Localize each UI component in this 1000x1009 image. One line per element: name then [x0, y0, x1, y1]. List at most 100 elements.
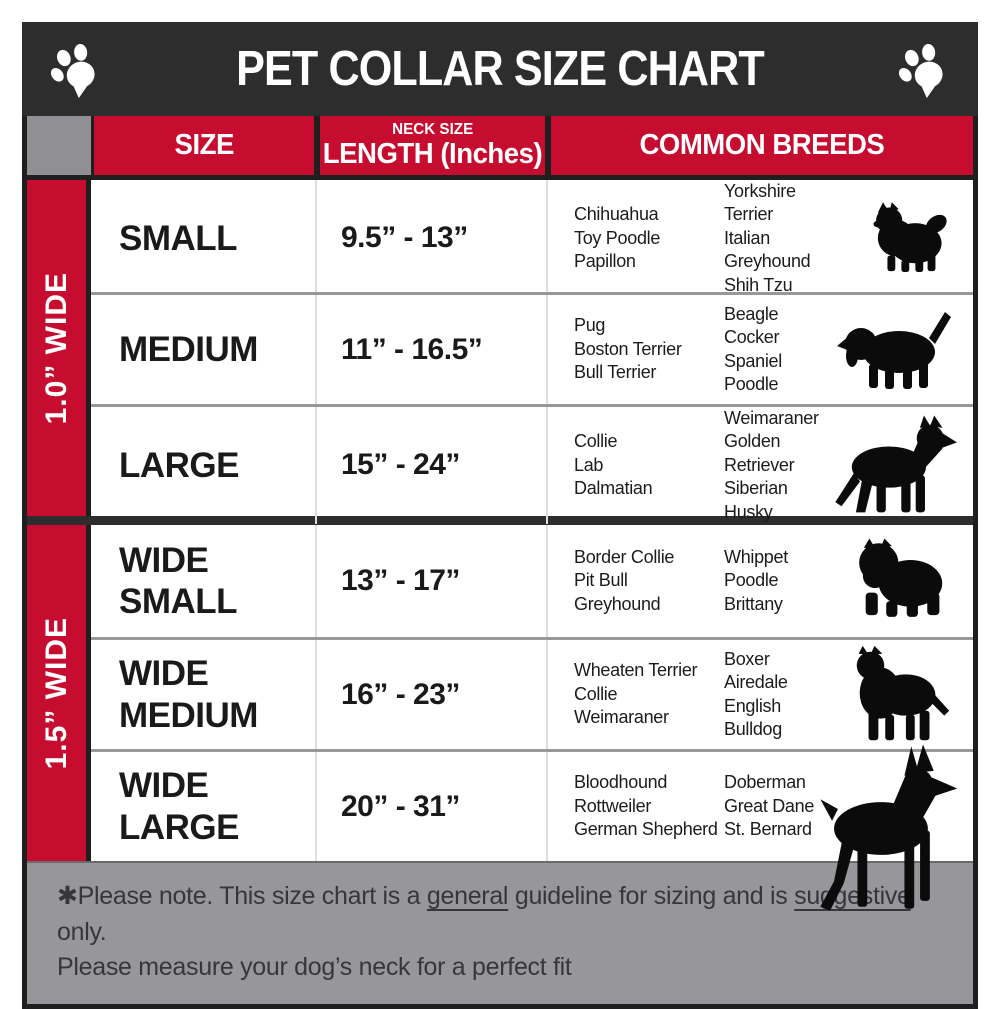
section-divider: [27, 516, 973, 525]
table-header-row: SIZE NECK SIZE LENGTH (Inches) COMMON BR…: [27, 116, 973, 180]
rows-container: WIDE SMALL 13” - 17” Border Collie Pit Bull G…: [91, 525, 973, 911]
breed-list: Whippet Poodle Brittany: [724, 546, 823, 616]
breed-list: Bloodhound Rottweiler German Shepherd: [574, 771, 724, 841]
breeds-cell: Wheaten Terrier Collie Weimaraner Boxer Aire…: [548, 640, 973, 749]
pitbull-dog-icon: [841, 644, 959, 746]
breed-name: Lab: [574, 454, 604, 475]
breed-name: Chihuahua: [574, 204, 659, 225]
breeds-cell: Chihuahua Toy Poodle Papillon Yorkshire Ter…: [548, 180, 973, 297]
breed-name: Weimaraner: [574, 707, 669, 728]
size-chart-board: PET COLLAR SIZE CHART SIZE NECK SIZE LEN…: [22, 22, 978, 1009]
breed-name: Golden Retriever: [724, 431, 795, 475]
paw-icon: [48, 44, 104, 99]
table-row: LARGE 15” - 24” Collie Lab Dalmatian Weimaran…: [91, 404, 973, 524]
breed-name: Great Dane: [724, 795, 815, 816]
corner-block: [27, 116, 91, 175]
breed-name: Toy Poodle: [574, 227, 661, 248]
neck-length-cell: 9.5” - 13”: [317, 180, 548, 297]
title-bar: PET COLLAR SIZE CHART: [22, 22, 978, 116]
breed-list: Boxer Airedale English Bulldog: [724, 648, 823, 742]
breed-list: Wheaten Terrier Collie Weimaraner: [574, 659, 724, 729]
footer-text: ✱Please note. This size chart is a: [57, 882, 427, 910]
breed-name: Collie: [574, 431, 618, 452]
breed-name: Cocker Spaniel: [724, 327, 782, 371]
breed-name: Italian Greyhound: [724, 227, 811, 272]
size-label: WIDE: [119, 766, 209, 806]
size-label: WIDE: [119, 654, 209, 694]
breed-list: Border Collie Pit Bull Greyhound: [574, 546, 724, 616]
bulldog-dog-icon: [847, 534, 959, 628]
length-inches-label: LENGTH (Inches): [322, 137, 543, 170]
footer-text: guideline for sizing and is: [508, 882, 795, 910]
column-header-size: SIZE: [94, 116, 314, 175]
size-label: MEDIUM: [119, 695, 258, 735]
size-label: LARGE: [119, 445, 240, 485]
breed-name: Whippet: [724, 546, 788, 567]
breed-name: Bloodhound: [574, 772, 668, 793]
breed-name: Pug: [574, 315, 606, 336]
common-breeds-label: COMMON BREEDS: [639, 129, 885, 162]
width-sidebar-1-5: 1.5” WIDE: [27, 525, 91, 861]
breed-name: Poodle: [724, 373, 779, 394]
breeds-cell: Collie Lab Dalmatian Weimaraner Golden Retri…: [548, 407, 973, 524]
width-sidebar-label: 1.5” WIDE: [39, 616, 73, 770]
breed-name: English Bulldog: [724, 695, 782, 739]
breed-name: German Shepherd: [574, 819, 718, 840]
rows-container: SMALL 9.5” - 13” Chihuahua Toy Poodle Papill…: [91, 180, 973, 524]
breed-name: Greyhound: [574, 593, 661, 614]
size-label: LARGE: [119, 807, 240, 847]
breed-name: Dalmatian: [574, 478, 653, 499]
neck-length-cell: 16” - 23”: [317, 640, 548, 749]
width-sidebar-label: 1.0” WIDE: [39, 271, 73, 425]
width-sidebar-1-0: 1.0” WIDE: [27, 180, 91, 516]
breed-name: St. Bernard: [724, 819, 812, 840]
size-label: MEDIUM: [119, 329, 258, 369]
table-row: WIDE MEDIUM 16” - 23” Wheaten Terrier Collie…: [91, 637, 973, 749]
breed-list: Yorkshire Terrier Italian Greyhound Shih T…: [724, 180, 823, 297]
table-frame: SIZE NECK SIZE LENGTH (Inches) COMMON BR…: [22, 116, 978, 1009]
paw-icon: [896, 44, 952, 99]
breed-name: Brittany: [724, 593, 783, 614]
doberman-dog-icon: [791, 744, 967, 916]
section-1-5-wide: 1.5” WIDE WIDE SMALL 13” - 17” Border Colli…: [27, 525, 973, 911]
breed-name: Shih Tzu: [724, 274, 793, 295]
column-header-neck-length: NECK SIZE LENGTH (Inches): [320, 116, 545, 175]
breeds-cell: Border Collie Pit Bull Greyhound Whippet Poo…: [548, 525, 973, 637]
section-1-0-wide: 1.0” WIDE SMALL 9.5” - 13” Chihuahua Toy Po…: [27, 180, 973, 524]
breed-list: Pug Boston Terrier Bull Terrier: [574, 314, 724, 384]
pomeranian-dog-icon: [863, 197, 959, 279]
breed-name: Pit Bull: [574, 570, 628, 591]
breed-name: Doberman: [724, 772, 806, 793]
footer-underlined-word: general: [426, 882, 509, 910]
footer-underlined-word: suggestive: [794, 882, 911, 910]
table-row: MEDIUM 11” - 16.5” Pug Boston Terrier Bull T…: [91, 292, 973, 404]
table-row: SMALL 9.5” - 13” Chihuahua Toy Poodle Papill…: [91, 180, 973, 297]
size-label: SMALL: [119, 218, 238, 258]
neck-length-cell: 15” - 24”: [317, 407, 548, 524]
neck-length-cell: 20” - 31”: [317, 752, 548, 861]
footer-note: ✱Please note. This size chart is a gener…: [27, 861, 973, 1004]
breed-name: Bull Terrier: [574, 362, 657, 383]
breed-list: Chihuahua Toy Poodle Papillon: [574, 203, 724, 273]
column-header-common-breeds: COMMON BREEDS: [551, 116, 973, 175]
neck-length-cell: 11” - 16.5”: [317, 295, 548, 404]
breed-name: Border Collie: [574, 546, 675, 567]
neck-length-cell: 13” - 17”: [317, 525, 548, 637]
breed-name: Yorkshire Terrier: [724, 181, 796, 225]
breed-name: Beagle: [724, 303, 779, 324]
size-header-label: SIZE: [174, 129, 234, 162]
breed-list: Collie Lab Dalmatian: [574, 430, 724, 500]
size-label: SMALL: [119, 582, 238, 621]
breed-name: Airedale: [724, 672, 788, 693]
breed-name: Boxer: [724, 648, 770, 669]
breed-name: Wheaten Terrier: [574, 660, 698, 681]
german-shepherd-dog-icon: [825, 413, 959, 517]
breeds-cell: Bloodhound Rottweiler German Shepherd Dober…: [548, 744, 973, 911]
breeds-cell: Pug Boston Terrier Bull Terrier Beagle Cocke…: [548, 295, 973, 404]
table-row: WIDE SMALL 13” - 17” Border Collie Pit Bull G…: [91, 525, 973, 637]
breed-list: Beagle Cocker Spaniel Poodle: [724, 303, 823, 397]
size-cell: SMALL: [91, 180, 317, 297]
neck-size-label: NECK SIZE: [391, 120, 474, 138]
size-cell: LARGE: [91, 407, 317, 524]
size-cell: WIDE MEDIUM: [91, 640, 317, 749]
